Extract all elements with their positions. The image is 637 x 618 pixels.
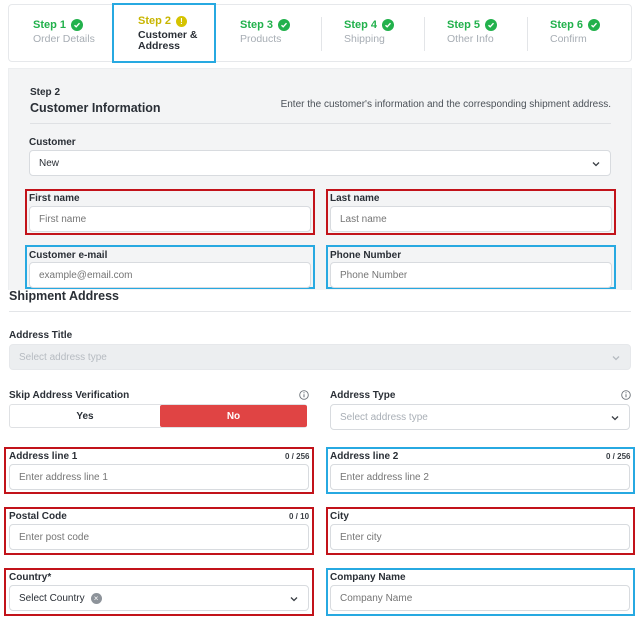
skip-verification-toggle: Yes No xyxy=(9,404,307,428)
step-1-name: Order Details xyxy=(33,33,95,45)
warning-icon: ! xyxy=(176,15,188,27)
company-name-label: Company Name xyxy=(330,572,406,583)
step-5-number-row: Step 5 xyxy=(447,19,527,31)
chevron-down-icon xyxy=(611,416,619,421)
chevron-down-icon xyxy=(612,356,620,361)
city-label: City xyxy=(330,511,349,522)
email-input[interactable] xyxy=(29,262,311,288)
postal-code-input[interactable] xyxy=(9,524,309,550)
company-name-highlight xyxy=(326,568,635,616)
stepper: Step 1 Order Details Step 2 ! Customer &… xyxy=(8,3,632,63)
customer-select-value: New xyxy=(39,157,60,169)
step-6-number: Step 6 xyxy=(550,19,584,31)
address-line2-highlight xyxy=(326,447,635,494)
country-select-value: Select Country xyxy=(19,592,85,604)
phone-input[interactable] xyxy=(330,262,612,288)
step-divider xyxy=(527,17,528,51)
address-line2-counter: 0 / 256 xyxy=(606,452,631,461)
country-select[interactable]: Select Country × xyxy=(9,585,309,611)
step-5[interactable]: Step 5 Other Info xyxy=(447,5,527,63)
check-icon xyxy=(71,19,84,31)
address-line2-input[interactable] xyxy=(330,464,630,490)
address-type-label: Address Type xyxy=(330,390,396,401)
section-title: Customer Information xyxy=(30,101,161,115)
step-3-number-row: Step 3 xyxy=(240,19,320,31)
address-line1-counter: 0 / 256 xyxy=(285,452,310,461)
section-description: Enter the customer's information and the… xyxy=(280,99,611,110)
email-label: Customer e-mail xyxy=(29,250,108,261)
step-3[interactable]: Step 3 Products xyxy=(240,5,320,63)
step-3-number: Step 3 xyxy=(240,19,274,31)
postal-code-counter: 0 / 10 xyxy=(289,512,310,521)
country-highlight xyxy=(4,568,314,616)
toggle-yes-button[interactable]: Yes xyxy=(76,410,94,422)
email-highlight xyxy=(25,245,315,289)
address-title-label: Address Title xyxy=(9,330,73,341)
step-4[interactable]: Step 4 Shipping xyxy=(344,5,424,63)
step-6[interactable]: Step 6 Confirm xyxy=(550,5,620,63)
customer-information-panel: Step 2 Customer Information Enter the cu… xyxy=(8,68,632,290)
check-icon xyxy=(485,19,498,31)
step-5-number: Step 5 xyxy=(447,19,481,31)
postal-code-highlight xyxy=(4,507,314,555)
chevron-down-icon xyxy=(290,597,298,602)
phone-label: Phone Number xyxy=(330,250,402,261)
first-name-input[interactable] xyxy=(29,206,311,232)
address-type-select[interactable]: Select address type xyxy=(330,404,630,430)
shipment-divider xyxy=(9,311,631,312)
check-icon xyxy=(278,19,291,31)
step-2[interactable]: Step 2 ! Customer & Address xyxy=(112,3,216,63)
section-divider xyxy=(30,123,611,124)
info-icon[interactable] xyxy=(621,390,631,400)
address-title-select[interactable]: Select address type xyxy=(9,344,631,370)
city-highlight xyxy=(326,507,635,555)
address-line1-input[interactable] xyxy=(9,464,309,490)
step-6-name: Confirm xyxy=(550,33,587,45)
toggle-no-button[interactable]: No xyxy=(160,405,307,427)
step-4-name: Shipping xyxy=(344,33,385,45)
step-3-name: Products xyxy=(240,33,282,45)
address-title-placeholder: Select address type xyxy=(19,351,107,363)
step-4-number-row: Step 4 xyxy=(344,19,424,31)
step-divider xyxy=(321,17,322,51)
country-label: Country* xyxy=(9,572,52,583)
address-line1-label: Address line 1 xyxy=(9,451,78,462)
customer-select[interactable]: New xyxy=(29,150,611,176)
check-icon xyxy=(588,19,601,31)
shipment-address-title: Shipment Address xyxy=(9,289,119,303)
step-2-name: Customer & Address xyxy=(138,29,198,52)
check-icon xyxy=(382,19,395,31)
section-step: Step 2 xyxy=(30,87,61,98)
skip-verification-label: Skip Address Verification xyxy=(9,390,130,401)
chevron-down-icon xyxy=(592,162,600,167)
step-1[interactable]: Step 1 Order Details xyxy=(33,5,123,63)
step-1-number-row: Step 1 xyxy=(33,19,123,31)
step-5-name: Other Info xyxy=(447,33,494,45)
address-line2-label: Address line 2 xyxy=(330,451,399,462)
step-1-number: Step 1 xyxy=(33,19,67,31)
step-divider xyxy=(424,17,425,51)
address-line1-highlight xyxy=(4,447,314,494)
first-name-label: First name xyxy=(29,193,80,204)
address-type-placeholder: Select address type xyxy=(340,411,428,423)
last-name-highlight xyxy=(326,189,616,235)
last-name-input[interactable] xyxy=(330,206,612,232)
last-name-label: Last name xyxy=(330,193,380,204)
clear-icon[interactable]: × xyxy=(90,592,102,604)
step-4-number: Step 4 xyxy=(344,19,378,31)
first-name-highlight xyxy=(25,189,315,235)
phone-highlight xyxy=(326,245,616,289)
customer-label: Customer xyxy=(29,137,76,148)
step-2-number-row: Step 2 ! xyxy=(138,15,214,27)
city-input[interactable] xyxy=(330,524,630,550)
step-6-number-row: Step 6 xyxy=(550,19,620,31)
postal-code-label: Postal Code xyxy=(9,511,67,522)
info-icon[interactable] xyxy=(299,390,309,400)
company-name-input[interactable] xyxy=(330,585,630,611)
step-2-number: Step 2 xyxy=(138,15,172,27)
